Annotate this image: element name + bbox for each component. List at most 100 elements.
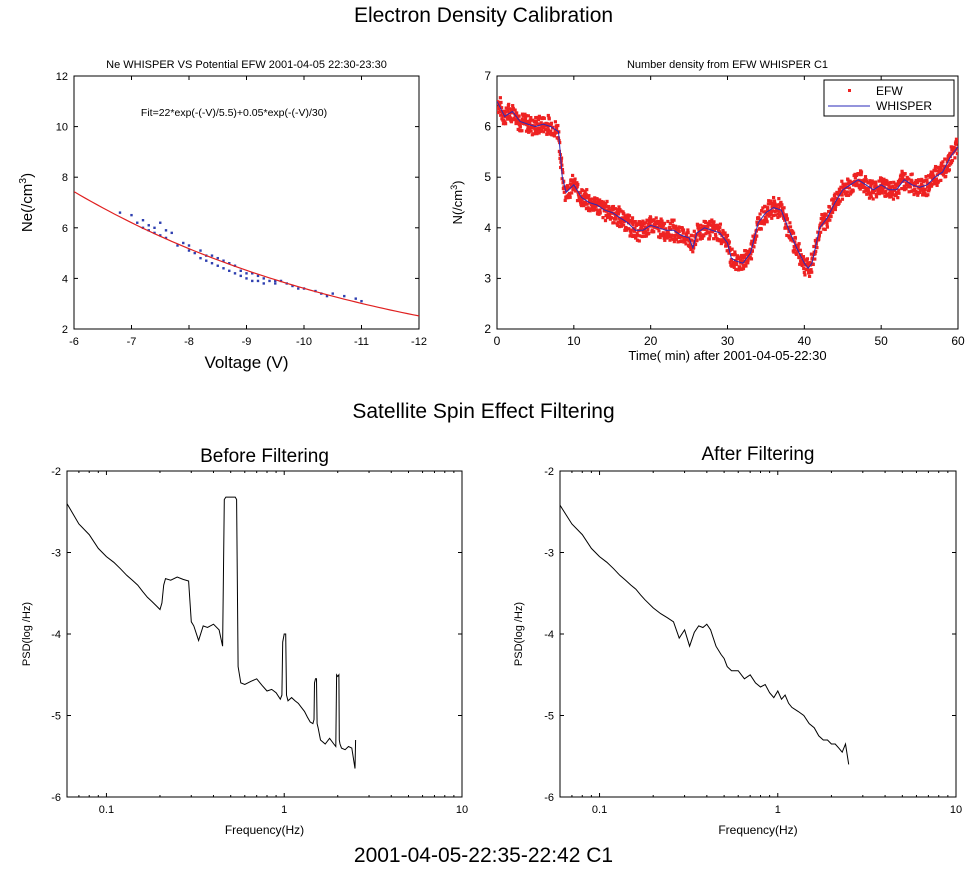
density-efw-point — [945, 160, 949, 164]
density-efw-point — [950, 158, 955, 163]
density-efw-point — [658, 220, 662, 224]
density-efw-point — [545, 122, 550, 126]
density-ylabel: N(/cm3) — [449, 180, 465, 224]
density-efw-point — [868, 181, 872, 185]
density-efw-point — [730, 247, 734, 251]
density-efw-point — [603, 209, 607, 213]
density-efw-point — [770, 205, 774, 209]
after-filtering-xtick-label: 0.1 — [592, 804, 607, 816]
density-series-line — [497, 101, 958, 270]
density-efw-point — [724, 244, 728, 248]
density-efw-point — [610, 216, 614, 220]
calibration-xtick-label: -11 — [354, 336, 369, 348]
density-efw-point — [944, 170, 948, 174]
calibration-ytick-label: 4 — [62, 273, 68, 285]
density-efw-point — [755, 234, 759, 238]
density-efw-point — [852, 181, 857, 186]
density-efw-point — [626, 221, 631, 225]
density-efw-point — [614, 217, 618, 221]
density-efw-point — [663, 238, 667, 242]
density-efw-point — [874, 193, 878, 197]
density-efw-point — [784, 214, 789, 218]
density-efw-point — [765, 220, 769, 224]
density-efw-point — [937, 171, 941, 175]
before-filtering-xtick-label: 1 — [281, 804, 287, 816]
density-efw-point — [717, 230, 722, 234]
density-efw-point — [719, 241, 723, 246]
density-efw-point — [942, 164, 946, 168]
calibration-point — [343, 294, 346, 298]
density-efw-point — [578, 195, 582, 199]
density-efw-point — [880, 191, 884, 195]
density-efw-point — [889, 194, 893, 199]
density-efw-point — [777, 197, 781, 201]
density-efw-point — [768, 202, 772, 206]
density-efw-point — [823, 227, 827, 232]
density-efw-point — [871, 191, 876, 195]
density-efw-point — [743, 256, 747, 260]
density-efw-point — [690, 234, 694, 238]
density-efw-point — [669, 227, 673, 231]
density-efw-point — [910, 172, 914, 176]
density-efw-point — [506, 109, 510, 113]
density-efw-point — [762, 210, 766, 214]
density-efw-point — [812, 244, 816, 249]
density-efw-point — [706, 225, 710, 229]
calibration-point — [228, 269, 231, 273]
calibration-point — [159, 221, 162, 224]
calibration-title: Ne WHISPER VS Potential EFW 2001-04-05 2… — [106, 59, 387, 71]
density-efw-point — [749, 257, 754, 261]
density-efw-point — [667, 232, 671, 236]
density-efw-point — [723, 231, 727, 235]
density-efw-point — [746, 261, 750, 265]
density-efw-point — [882, 180, 887, 185]
density-efw-point — [797, 242, 801, 246]
density-efw-point — [568, 195, 572, 199]
before-filtering-ylabel: PSD(log /Hz) — [21, 602, 33, 666]
density-efw-point — [671, 237, 676, 241]
density-efw-point — [508, 116, 513, 120]
density-efw-point — [704, 220, 708, 225]
density-efw-point — [801, 255, 806, 259]
density-efw-point — [670, 218, 674, 222]
density-efw-point — [598, 208, 602, 212]
calibration-point — [199, 256, 202, 260]
calibration-point — [291, 284, 294, 288]
density-efw-point — [784, 222, 788, 226]
density-efw-point — [887, 193, 891, 197]
density-xtick-label: 40 — [798, 334, 812, 348]
density-efw-point — [879, 179, 883, 183]
density-efw-point — [896, 196, 900, 200]
density-efw-point — [935, 173, 940, 177]
density-efw-point — [553, 120, 557, 124]
density-efw-point — [636, 233, 640, 237]
density-efw-point — [600, 205, 604, 210]
density-efw-point — [504, 106, 508, 110]
density-efw-point — [710, 230, 715, 234]
density-efw-point — [810, 256, 814, 260]
density-efw-point — [582, 194, 586, 198]
density-legend — [823, 79, 955, 117]
density-efw-point — [633, 226, 637, 230]
calibration-point — [360, 299, 363, 303]
density-efw-point — [770, 209, 774, 213]
density-efw-point — [645, 218, 649, 222]
density-efw-point — [594, 201, 598, 205]
density-efw-point — [788, 235, 792, 240]
svg-text:PSD(log /Hz): PSD(log /Hz) — [513, 602, 525, 666]
density-efw-point — [765, 207, 770, 212]
density-efw-point — [918, 190, 922, 194]
density-efw-point — [507, 102, 511, 106]
density-efw-point — [615, 208, 620, 212]
density-efw-point — [933, 167, 937, 171]
density-efw-point — [716, 223, 720, 227]
density-efw-point — [638, 234, 642, 238]
density-efw-point — [827, 205, 832, 209]
density-efw-point — [590, 197, 594, 201]
density-efw-point — [834, 196, 838, 200]
section-heading-filtering: Satellite Spin Effect Filtering — [352, 400, 615, 423]
calibration-point — [187, 244, 191, 247]
density-efw-point — [616, 223, 620, 228]
density-efw-point — [711, 226, 715, 230]
